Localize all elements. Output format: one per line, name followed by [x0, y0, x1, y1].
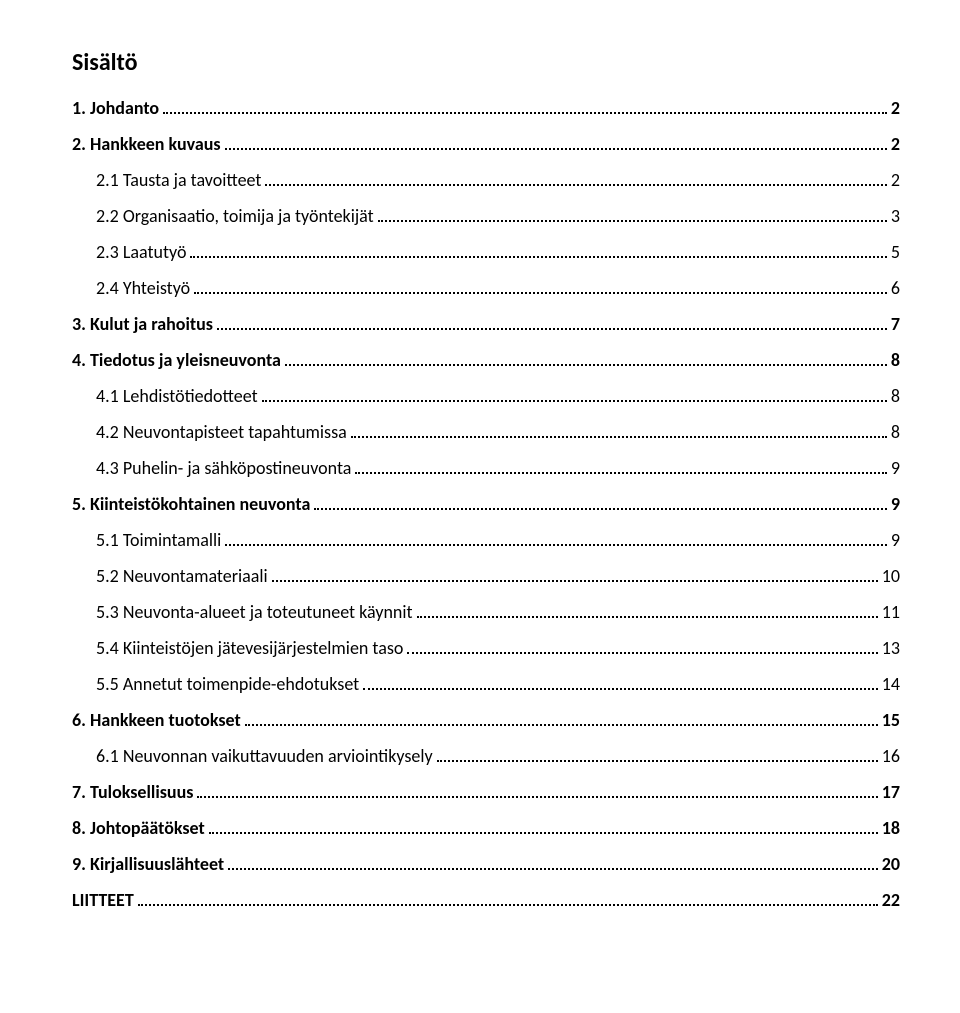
toc-entry: 5.1 Toimintamalli 9	[72, 529, 900, 551]
toc-entry-label: 5. Kiinteistökohtainen neuvonta	[72, 493, 310, 515]
toc-entry: 6.1 Neuvonnan vaikuttavuuden arviointiky…	[72, 745, 900, 767]
toc-entry-label: 4. Tiedotus ja yleisneuvonta	[72, 349, 281, 371]
toc-leader-dots	[351, 423, 887, 438]
toc-entry: 5.3 Neuvonta-alueet ja toteutuneet käynn…	[72, 601, 900, 623]
toc-entry: 5.2 Neuvontamateriaali 10	[72, 565, 900, 587]
toc-entry: 4.2 Neuvontapisteet tapahtumissa 8	[72, 421, 900, 443]
toc-entry-page: 9	[891, 493, 900, 515]
toc-entry: 3. Kulut ja rahoitus 7	[72, 313, 900, 335]
toc-entry-label: 5.1 Toimintamalli	[96, 529, 221, 551]
toc-leader-dots	[355, 459, 887, 474]
toc-entry: 5.5 Annetut toimenpide-ehdotukset 14	[72, 673, 900, 695]
toc-entry-page: 8	[891, 385, 900, 407]
toc-leader-dots	[314, 495, 887, 510]
toc-entry: 6. Hankkeen tuotokset 15	[72, 709, 900, 731]
toc-entry-page: 22	[882, 889, 900, 911]
toc-entry-label: 2. Hankkeen kuvaus	[72, 133, 221, 155]
toc-entry-page: 6	[891, 277, 900, 299]
toc-entry-label: 4.2 Neuvontapisteet tapahtumissa	[96, 421, 347, 443]
toc-entry-page: 2	[891, 97, 900, 119]
toc-entry-label: 2.1 Tausta ja tavoitteet	[96, 169, 261, 191]
toc-entry: LIITTEET 22	[72, 889, 900, 911]
toc-leader-dots	[163, 99, 887, 114]
toc-entry-label: 2.3 Laatutyö	[96, 241, 186, 263]
toc-entry: 2. Hankkeen kuvaus 2	[72, 133, 900, 155]
toc-title: Sisältö	[72, 48, 900, 77]
toc-entry-label: 5.4 Kiinteistöjen jätevesijärjestelmien …	[96, 637, 403, 659]
toc-entry: 7. Tuloksellisuus 17	[72, 781, 900, 803]
toc-entry: 9. Kirjallisuuslähteet 20	[72, 853, 900, 875]
toc-entry-page: 9	[891, 529, 900, 551]
toc-entry-page: 8	[891, 421, 900, 443]
toc-leader-dots	[225, 135, 887, 150]
toc-entry-label: 6. Hankkeen tuotokset	[72, 709, 241, 731]
toc-entry-page: 5	[891, 241, 900, 263]
toc-leader-dots	[209, 819, 878, 834]
toc-entry-label: 7. Tuloksellisuus	[72, 781, 193, 803]
toc-entry-label: 4.3 Puhelin- ja sähköpostineuvonta	[96, 457, 351, 479]
toc-leader-dots	[417, 603, 878, 618]
toc-leader-dots	[363, 675, 878, 690]
toc-entry-page: 2	[891, 133, 900, 155]
toc-entry-label: 8. Johtopäätökset	[72, 817, 205, 839]
toc-entry-label: LIITTEET	[72, 889, 134, 911]
toc-entry-page: 15	[882, 709, 900, 731]
toc-leader-dots	[138, 891, 878, 906]
toc-entry: 2.4 Yhteistyö 6	[72, 277, 900, 299]
toc-entry-page: 8	[891, 349, 900, 371]
toc-leader-dots	[217, 315, 887, 330]
toc-entry-page: 11	[882, 601, 900, 623]
toc-leader-dots	[272, 567, 878, 582]
toc-entry-page: 2	[891, 169, 900, 191]
toc-entry: 4.1 Lehdistötiedotteet 8	[72, 385, 900, 407]
toc-entry-page: 16	[882, 745, 900, 767]
toc-leader-dots	[194, 279, 887, 294]
toc-entry-page: 9	[891, 457, 900, 479]
toc-entry-label: 3. Kulut ja rahoitus	[72, 313, 213, 335]
toc-leader-dots	[437, 747, 878, 762]
toc-entry: 8. Johtopäätökset 18	[72, 817, 900, 839]
toc-entry-page: 13	[882, 637, 900, 659]
toc-entry-label: 5.2 Neuvontamateriaali	[96, 565, 268, 587]
toc-leader-dots	[265, 171, 886, 186]
toc-entry-label: 9. Kirjallisuuslähteet	[72, 853, 224, 875]
toc-entry-page: 7	[891, 313, 900, 335]
toc-entry: 2.3 Laatutyö 5	[72, 241, 900, 263]
toc-leader-dots	[407, 639, 877, 654]
toc-leader-dots	[245, 711, 878, 726]
toc-entry: 5. Kiinteistökohtainen neuvonta 9	[72, 493, 900, 515]
toc-leader-dots	[225, 531, 887, 546]
toc-leader-dots	[262, 387, 887, 402]
toc-entry: 1. Johdanto 2	[72, 97, 900, 119]
toc-leader-dots	[378, 207, 887, 222]
toc-leader-dots	[228, 855, 878, 870]
toc-entry-page: 18	[882, 817, 900, 839]
toc-entry: 5.4 Kiinteistöjen jätevesijärjestelmien …	[72, 637, 900, 659]
toc-leader-dots	[285, 351, 887, 366]
toc-leader-dots	[197, 783, 877, 798]
toc-entry-label: 6.1 Neuvonnan vaikuttavuuden arviointiky…	[96, 745, 433, 767]
toc-entry: 4. Tiedotus ja yleisneuvonta 8	[72, 349, 900, 371]
toc-entry-label: 4.1 Lehdistötiedotteet	[96, 385, 258, 407]
toc-entry-label: 2.2 Organisaatio, toimija ja työntekijät	[96, 205, 374, 227]
toc-container: 1. Johdanto22. Hankkeen kuvaus22.1 Taust…	[72, 97, 900, 911]
toc-entry-page: 17	[882, 781, 900, 803]
toc-entry-page: 3	[891, 205, 900, 227]
toc-entry-label: 1. Johdanto	[72, 97, 159, 119]
toc-entry: 2.2 Organisaatio, toimija ja työntekijät…	[72, 205, 900, 227]
toc-leader-dots	[190, 243, 886, 258]
toc-entry-page: 20	[882, 853, 900, 875]
toc-entry-label: 2.4 Yhteistyö	[96, 277, 190, 299]
toc-entry-page: 10	[882, 565, 900, 587]
toc-entry-label: 5.3 Neuvonta-alueet ja toteutuneet käynn…	[96, 601, 413, 623]
toc-entry: 2.1 Tausta ja tavoitteet 2	[72, 169, 900, 191]
toc-entry: 4.3 Puhelin- ja sähköpostineuvonta 9	[72, 457, 900, 479]
toc-entry-page: 14	[882, 673, 900, 695]
toc-entry-label: 5.5 Annetut toimenpide-ehdotukset	[96, 673, 359, 695]
